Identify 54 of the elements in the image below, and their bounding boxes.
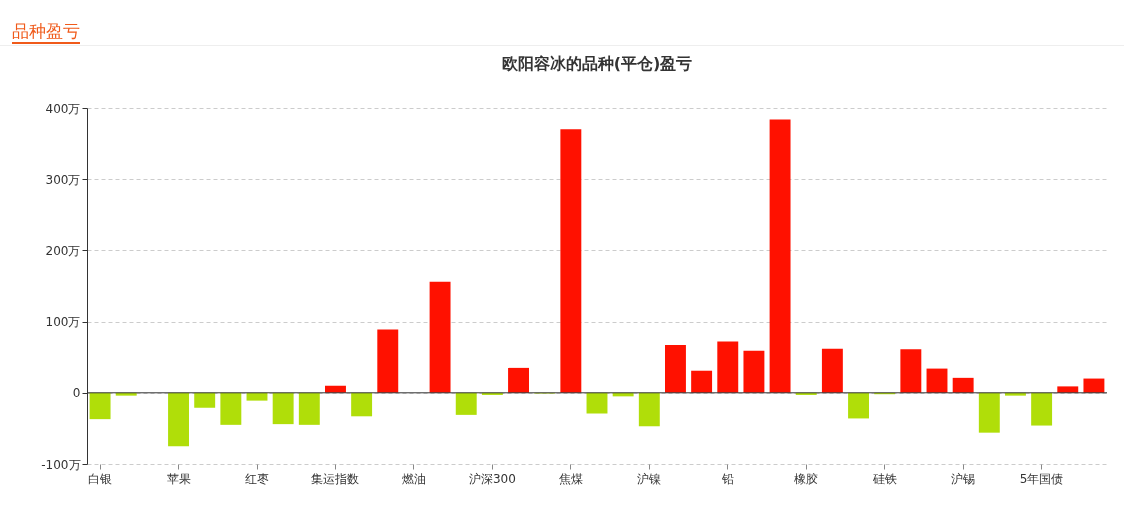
x-tick-label: 集运指数 (311, 471, 360, 486)
bar (272, 392, 294, 425)
bar (508, 367, 529, 393)
bar (89, 392, 111, 420)
x-tick-label: 苹果 (166, 471, 191, 486)
bar (246, 392, 268, 401)
x-tick-label: 红枣 (245, 471, 269, 486)
bar (952, 377, 974, 393)
bar (455, 392, 477, 415)
bar (717, 341, 739, 393)
y-tick-label: 0 (72, 386, 81, 401)
bar (351, 392, 373, 417)
y-tick-label: 100万 (45, 315, 81, 330)
bar (298, 392, 320, 425)
bar (194, 392, 216, 408)
x-tick-label: 沪锡 (951, 471, 976, 486)
y-tick-label: 200万 (45, 243, 81, 258)
bar (900, 349, 922, 393)
bar (848, 392, 869, 419)
bar (586, 392, 608, 414)
x-tick-label: 白银 (88, 471, 113, 486)
bar (1031, 392, 1053, 426)
x-tick-label: 焦煤 (558, 471, 583, 486)
bar (691, 370, 713, 393)
bar (1057, 386, 1079, 393)
bar (1005, 392, 1026, 396)
bar (978, 392, 1000, 433)
bar (743, 350, 765, 393)
x-tick-label: 橡胶 (794, 471, 819, 486)
bar (429, 281, 451, 393)
bar (769, 119, 791, 393)
text: 品种盈亏 (12, 20, 80, 44)
x-tick-label: 5年国债 (1019, 471, 1064, 486)
bar (220, 392, 242, 425)
bar (665, 345, 686, 393)
bar (481, 392, 503, 395)
x-tick-label: 铅 (720, 471, 734, 486)
x-tick-label: 燃油 (401, 471, 426, 486)
bar (821, 348, 843, 393)
bar (115, 392, 137, 396)
y-tick-label: -100万 (41, 457, 81, 472)
chart-title: 欧阳容冰的品种(平仓)盈亏 (501, 54, 693, 73)
x-tick-label: 沪深300 (468, 471, 516, 486)
y-tick-label: 300万 (45, 172, 81, 187)
x-tick-label: 硅铁 (871, 471, 897, 486)
bar (168, 392, 189, 447)
bar (377, 329, 399, 393)
bar (638, 392, 660, 427)
y-tick-label: 400万 (45, 101, 81, 116)
bar (926, 368, 948, 393)
bar (560, 129, 582, 393)
bar (795, 392, 817, 395)
bar (1083, 378, 1105, 393)
x-tick-label: 沪镍 (637, 471, 662, 486)
